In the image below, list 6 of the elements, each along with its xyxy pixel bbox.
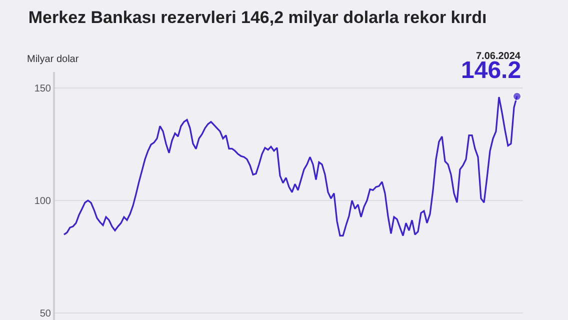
y-axis-title: Milyar dolar xyxy=(27,54,80,65)
y-tick-label: 50 xyxy=(40,308,52,320)
y-tick-label: 150 xyxy=(34,83,52,94)
text: 7.06.2024 xyxy=(476,51,521,62)
chart-title: Merkez Bankası rezervleri 146,2 milyar dolarla rekor kırdı xyxy=(28,8,487,28)
y-tick-label: 100 xyxy=(34,196,52,208)
